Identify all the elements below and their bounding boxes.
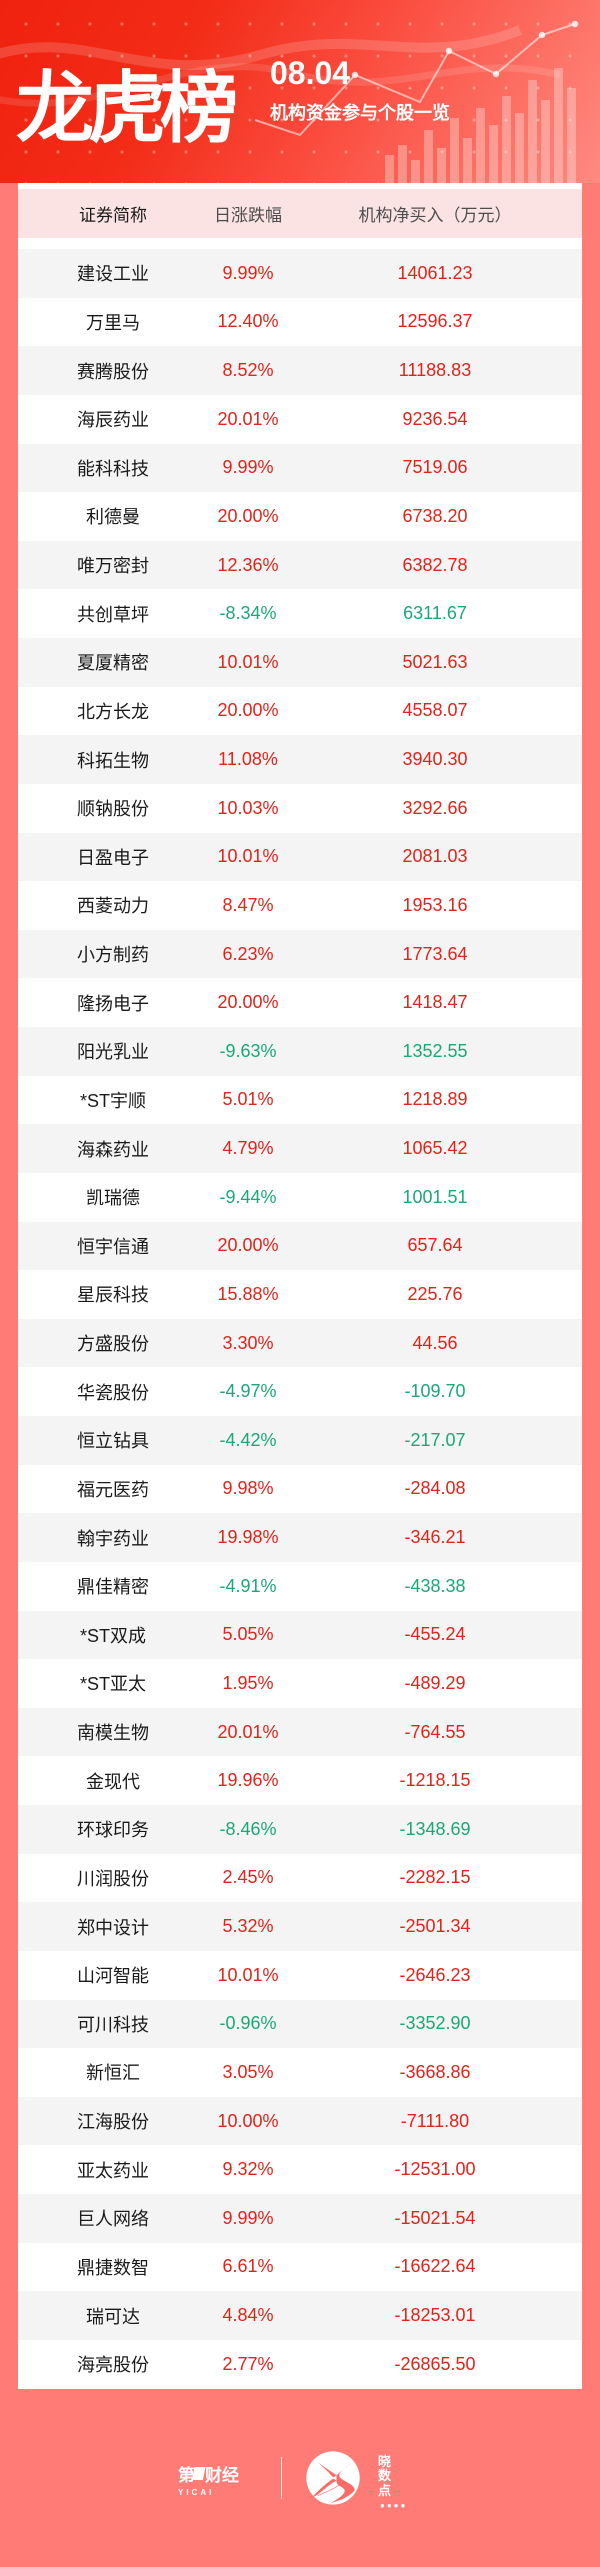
svg-text:第: 第	[178, 2465, 195, 2485]
svg-text:财经: 财经	[204, 2465, 239, 2485]
svg-text:YICAI: YICAI	[178, 2488, 214, 2497]
